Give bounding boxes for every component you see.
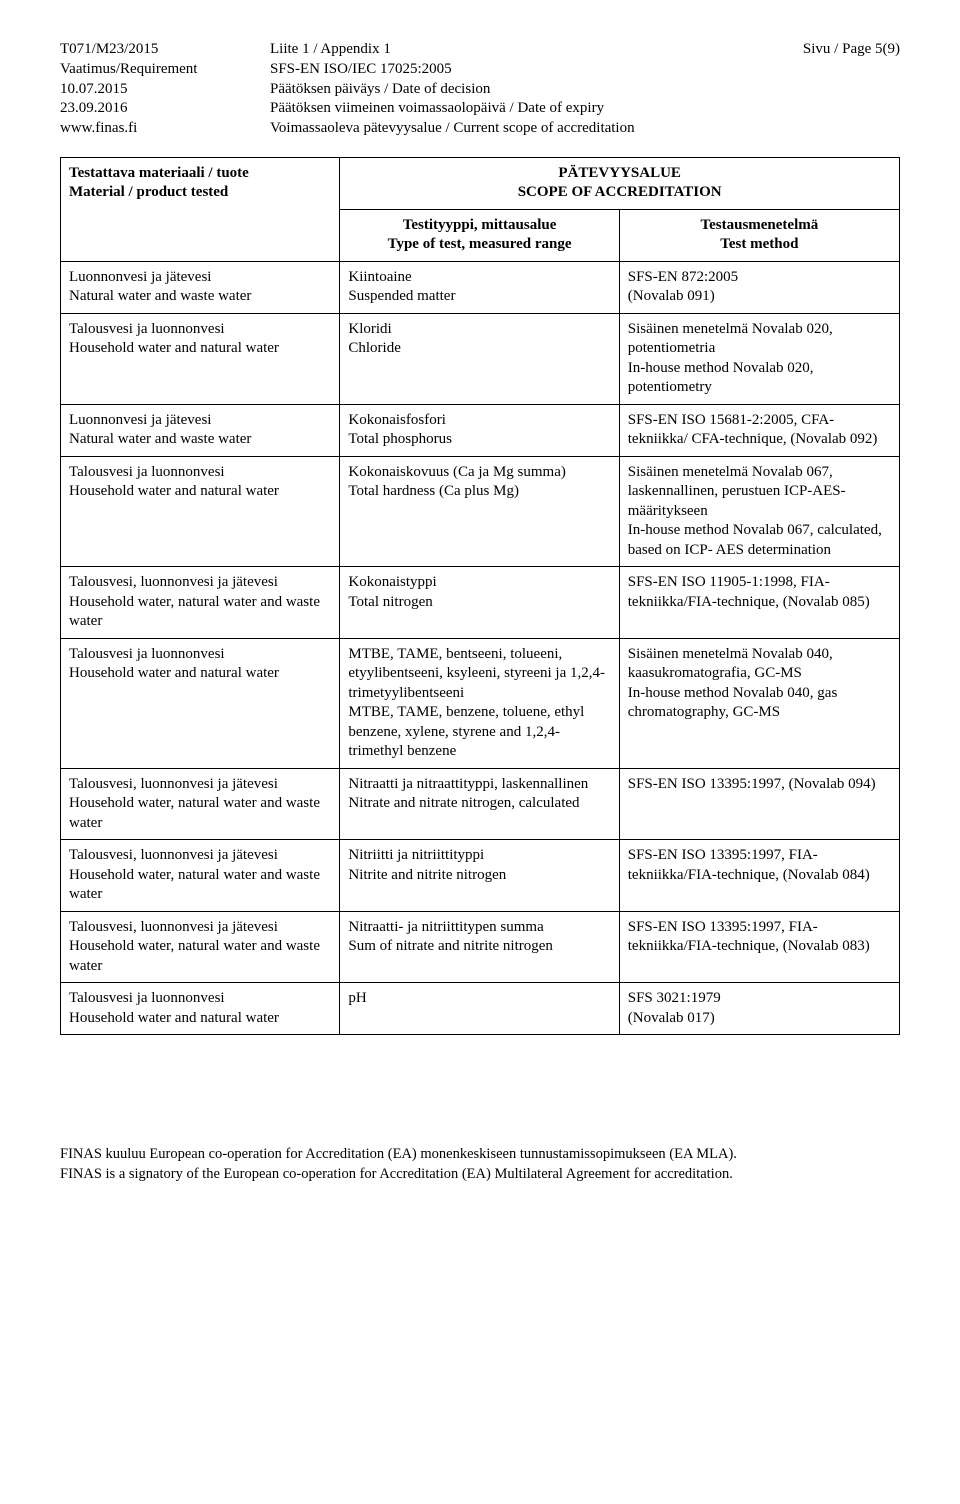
col3-header-l1: Testausmenetelmä (628, 216, 891, 236)
cell-material: Talousvesi, luonnonvesi ja jätevesiHouse… (61, 911, 340, 983)
cell-method: Sisäinen menetelmä Novalab 040, kaasukro… (619, 638, 899, 768)
super-header: PÄTEVYYSALUE SCOPE OF ACCREDITATION (340, 157, 900, 209)
cell-material: Talousvesi ja luonnonvesiHousehold water… (61, 638, 340, 768)
page-header: T071/M23/2015 Vaatimus/Requirement 10.07… (60, 40, 900, 139)
table-body: Luonnonvesi ja jätevesiNatural water and… (61, 261, 900, 1035)
cell-material: Talousvesi, luonnonvesi ja jätevesiHouse… (61, 567, 340, 639)
cell-material: Talousvesi ja luonnonvesiHousehold water… (61, 456, 340, 567)
cell-test-type: Nitriitti ja nitriittityppiNitrite and n… (340, 840, 619, 912)
doc-code: T071/M23/2015 (60, 40, 270, 59)
appendix-label: Liite 1 / Appendix 1 (270, 40, 803, 59)
footer-line-2: FINAS is a signatory of the European co-… (60, 1165, 900, 1185)
cell-method: Sisäinen menetelmä Novalab 020, potentio… (619, 313, 899, 404)
cell-method: SFS-EN 872:2005(Novalab 091) (619, 261, 899, 313)
cell-method: SFS-EN ISO 15681-2:2005, CFA-tekniikka/ … (619, 404, 899, 456)
accreditation-table: Testattava materiaali / tuote Material /… (60, 157, 900, 1036)
cell-material: Luonnonvesi ja jätevesiNatural water and… (61, 404, 340, 456)
site-url: www.finas.fi (60, 119, 270, 138)
col3-header-l2: Test method (628, 235, 891, 255)
col2-header-l1: Testityyppi, mittausalue (348, 216, 610, 236)
cell-test-type: MTBE, TAME, bentseeni, tolueeni, etyylib… (340, 638, 619, 768)
requirement-label: Vaatimus/Requirement (60, 60, 270, 79)
table-row: Talousvesi, luonnonvesi ja jätevesiHouse… (61, 768, 900, 840)
cell-test-type: KiintoaineSuspended matter (340, 261, 619, 313)
cell-test-type: KokonaisfosforiTotal phosphorus (340, 404, 619, 456)
cell-material: Luonnonvesi ja jätevesiNatural water and… (61, 261, 340, 313)
col1-header: Testattava materiaali / tuote Material /… (61, 157, 340, 261)
cell-material: Talousvesi ja luonnonvesiHousehold water… (61, 983, 340, 1035)
expiry-date: 23.09.2016 (60, 99, 270, 118)
table-row: Talousvesi ja luonnonvesiHousehold water… (61, 313, 900, 404)
col1-header-l1: Testattava materiaali / tuote (69, 164, 331, 184)
cell-material: Talousvesi, luonnonvesi ja jätevesiHouse… (61, 768, 340, 840)
table-super-header-row: Testattava materiaali / tuote Material /… (61, 157, 900, 209)
cell-method: SFS-EN ISO 11905-1:1998, FIA-tekniikka/F… (619, 567, 899, 639)
cell-test-type: KloridiChloride (340, 313, 619, 404)
cell-method: SFS-EN ISO 13395:1997, FIA-tekniikka/FIA… (619, 840, 899, 912)
header-middle: Liite 1 / Appendix 1 SFS-EN ISO/IEC 1702… (270, 40, 803, 139)
table-row: Talousvesi ja luonnonvesiHousehold water… (61, 456, 900, 567)
page-footer: FINAS kuuluu European co-operation for A… (60, 1145, 900, 1184)
table-row: Talousvesi ja luonnonvesiHousehold water… (61, 983, 900, 1035)
cell-method: SFS-EN ISO 13395:1997, FIA-tekniikka/FIA… (619, 911, 899, 983)
cell-method: Sisäinen menetelmä Novalab 067, laskenna… (619, 456, 899, 567)
col2-header-l2: Type of test, measured range (348, 235, 610, 255)
cell-test-type: pH (340, 983, 619, 1035)
table-row: Talousvesi, luonnonvesi ja jätevesiHouse… (61, 567, 900, 639)
table-row: Luonnonvesi ja jätevesiNatural water and… (61, 404, 900, 456)
table-row: Talousvesi, luonnonvesi ja jätevesiHouse… (61, 840, 900, 912)
cell-material: Talousvesi, luonnonvesi ja jätevesiHouse… (61, 840, 340, 912)
page-number: Sivu / Page 5(9) (803, 40, 900, 59)
cell-test-type: Nitraatti ja nitraattityppi, laskennalli… (340, 768, 619, 840)
footer-line-1: FINAS kuuluu European co-operation for A… (60, 1145, 900, 1165)
col1-header-l2: Material / product tested (69, 183, 331, 203)
cell-material: Talousvesi ja luonnonvesiHousehold water… (61, 313, 340, 404)
cell-test-type: KokonaistyppiTotal nitrogen (340, 567, 619, 639)
col3-header: Testausmenetelmä Test method (619, 209, 899, 261)
cell-method: SFS-EN ISO 13395:1997, (Novalab 094) (619, 768, 899, 840)
header-left: T071/M23/2015 Vaatimus/Requirement 10.07… (60, 40, 270, 139)
col2-header: Testityyppi, mittausalue Type of test, m… (340, 209, 619, 261)
expiry-label: Päätöksen viimeinen voimassaolopäivä / D… (270, 99, 803, 118)
super-header-l2: SCOPE OF ACCREDITATION (348, 183, 891, 203)
header-right: Sivu / Page 5(9) (803, 40, 900, 139)
table-row: Luonnonvesi ja jätevesiNatural water and… (61, 261, 900, 313)
standard-label: SFS-EN ISO/IEC 17025:2005 (270, 60, 803, 79)
cell-test-type: Kokonaiskovuus (Ca ja Mg summa)Total har… (340, 456, 619, 567)
decision-label: Päätöksen päiväys / Date of decision (270, 80, 803, 99)
table-row: Talousvesi, luonnonvesi ja jätevesiHouse… (61, 911, 900, 983)
table-row: Talousvesi ja luonnonvesiHousehold water… (61, 638, 900, 768)
scope-label: Voimassaoleva pätevyysalue / Current sco… (270, 119, 803, 138)
cell-test-type: Nitraatti- ja nitriittitypen summaSum of… (340, 911, 619, 983)
decision-date: 10.07.2015 (60, 80, 270, 99)
cell-method: SFS 3021:1979(Novalab 017) (619, 983, 899, 1035)
super-header-l1: PÄTEVYYSALUE (348, 164, 891, 184)
